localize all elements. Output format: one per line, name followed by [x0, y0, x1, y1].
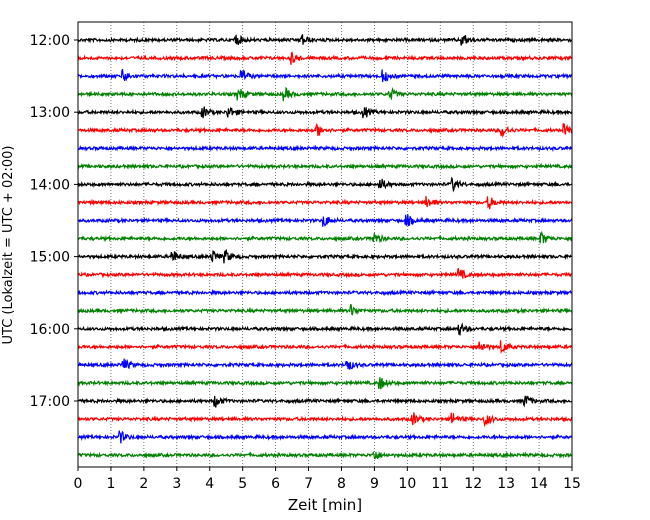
x-tick-label: 12 [464, 476, 482, 492]
trace-1445 [77, 230, 573, 244]
x-tick-label: 14 [530, 476, 548, 492]
trace-1300 [77, 106, 573, 119]
trace-1715 [77, 412, 573, 428]
x-tick-label: 6 [271, 476, 280, 492]
trace-1700 [77, 395, 572, 408]
x-tick-label: 15 [563, 476, 581, 492]
y-tick-label: 15:00 [30, 250, 70, 266]
trace-1615 [77, 340, 573, 355]
trace-1545 [77, 303, 573, 316]
y-tick-label: 14:00 [30, 177, 70, 193]
y-axis-label: UTC (Lokalzeit = UTC + 02:00) [1, 146, 16, 345]
y-tick-label: 12:00 [30, 33, 70, 49]
x-tick-label: 13 [497, 476, 515, 492]
x-tick-label: 0 [74, 476, 83, 492]
plot-frame [77, 21, 573, 468]
trace-1600 [77, 322, 573, 336]
x-tick-label: 3 [172, 476, 181, 492]
trace-1415 [77, 195, 573, 210]
grid [110, 22, 540, 467]
x-tick-label: 4 [205, 476, 214, 492]
traces [77, 34, 573, 460]
x-tick-label: 5 [238, 476, 247, 492]
trace-1630 [78, 358, 573, 370]
trace-1515 [77, 267, 572, 279]
trace-1230 [77, 68, 573, 83]
trace-1530 [77, 288, 573, 297]
trace-1245 [77, 86, 573, 102]
trace-1215 [77, 51, 573, 65]
trace-1345 [77, 162, 573, 171]
x-tick-label: 7 [304, 476, 313, 492]
trace-1500 [77, 249, 573, 264]
x-tick-label: 10 [398, 476, 416, 492]
trace-1745 [77, 451, 573, 460]
y-tick-label: 16:00 [30, 322, 70, 338]
trace-1645 [77, 377, 573, 390]
x-tick-label: 1 [106, 476, 115, 492]
x-tick-label: 8 [337, 476, 346, 492]
x-axis-ticks: 0 1 2 3 4 5 6 7 8 9 10 11 12 13 14 15 [74, 467, 581, 492]
x-tick-label: 2 [139, 476, 148, 492]
trace-1400 [77, 176, 573, 193]
x-tick-label: 9 [370, 476, 379, 492]
y-tick-label: 13:00 [30, 105, 70, 121]
y-axis-ticks: 12:00 13:00 14:00 15:00 16:00 17:00 [30, 33, 78, 410]
trace-1730 [77, 430, 573, 444]
trace-1315 [77, 122, 573, 138]
trace-1330 [77, 144, 573, 153]
x-tick-label: 11 [431, 476, 449, 492]
x-axis-label: Zeit [min] [288, 496, 362, 514]
trace-1200 [77, 34, 573, 46]
trace-1430 [77, 214, 573, 227]
y-tick-label: 17:00 [30, 394, 70, 410]
